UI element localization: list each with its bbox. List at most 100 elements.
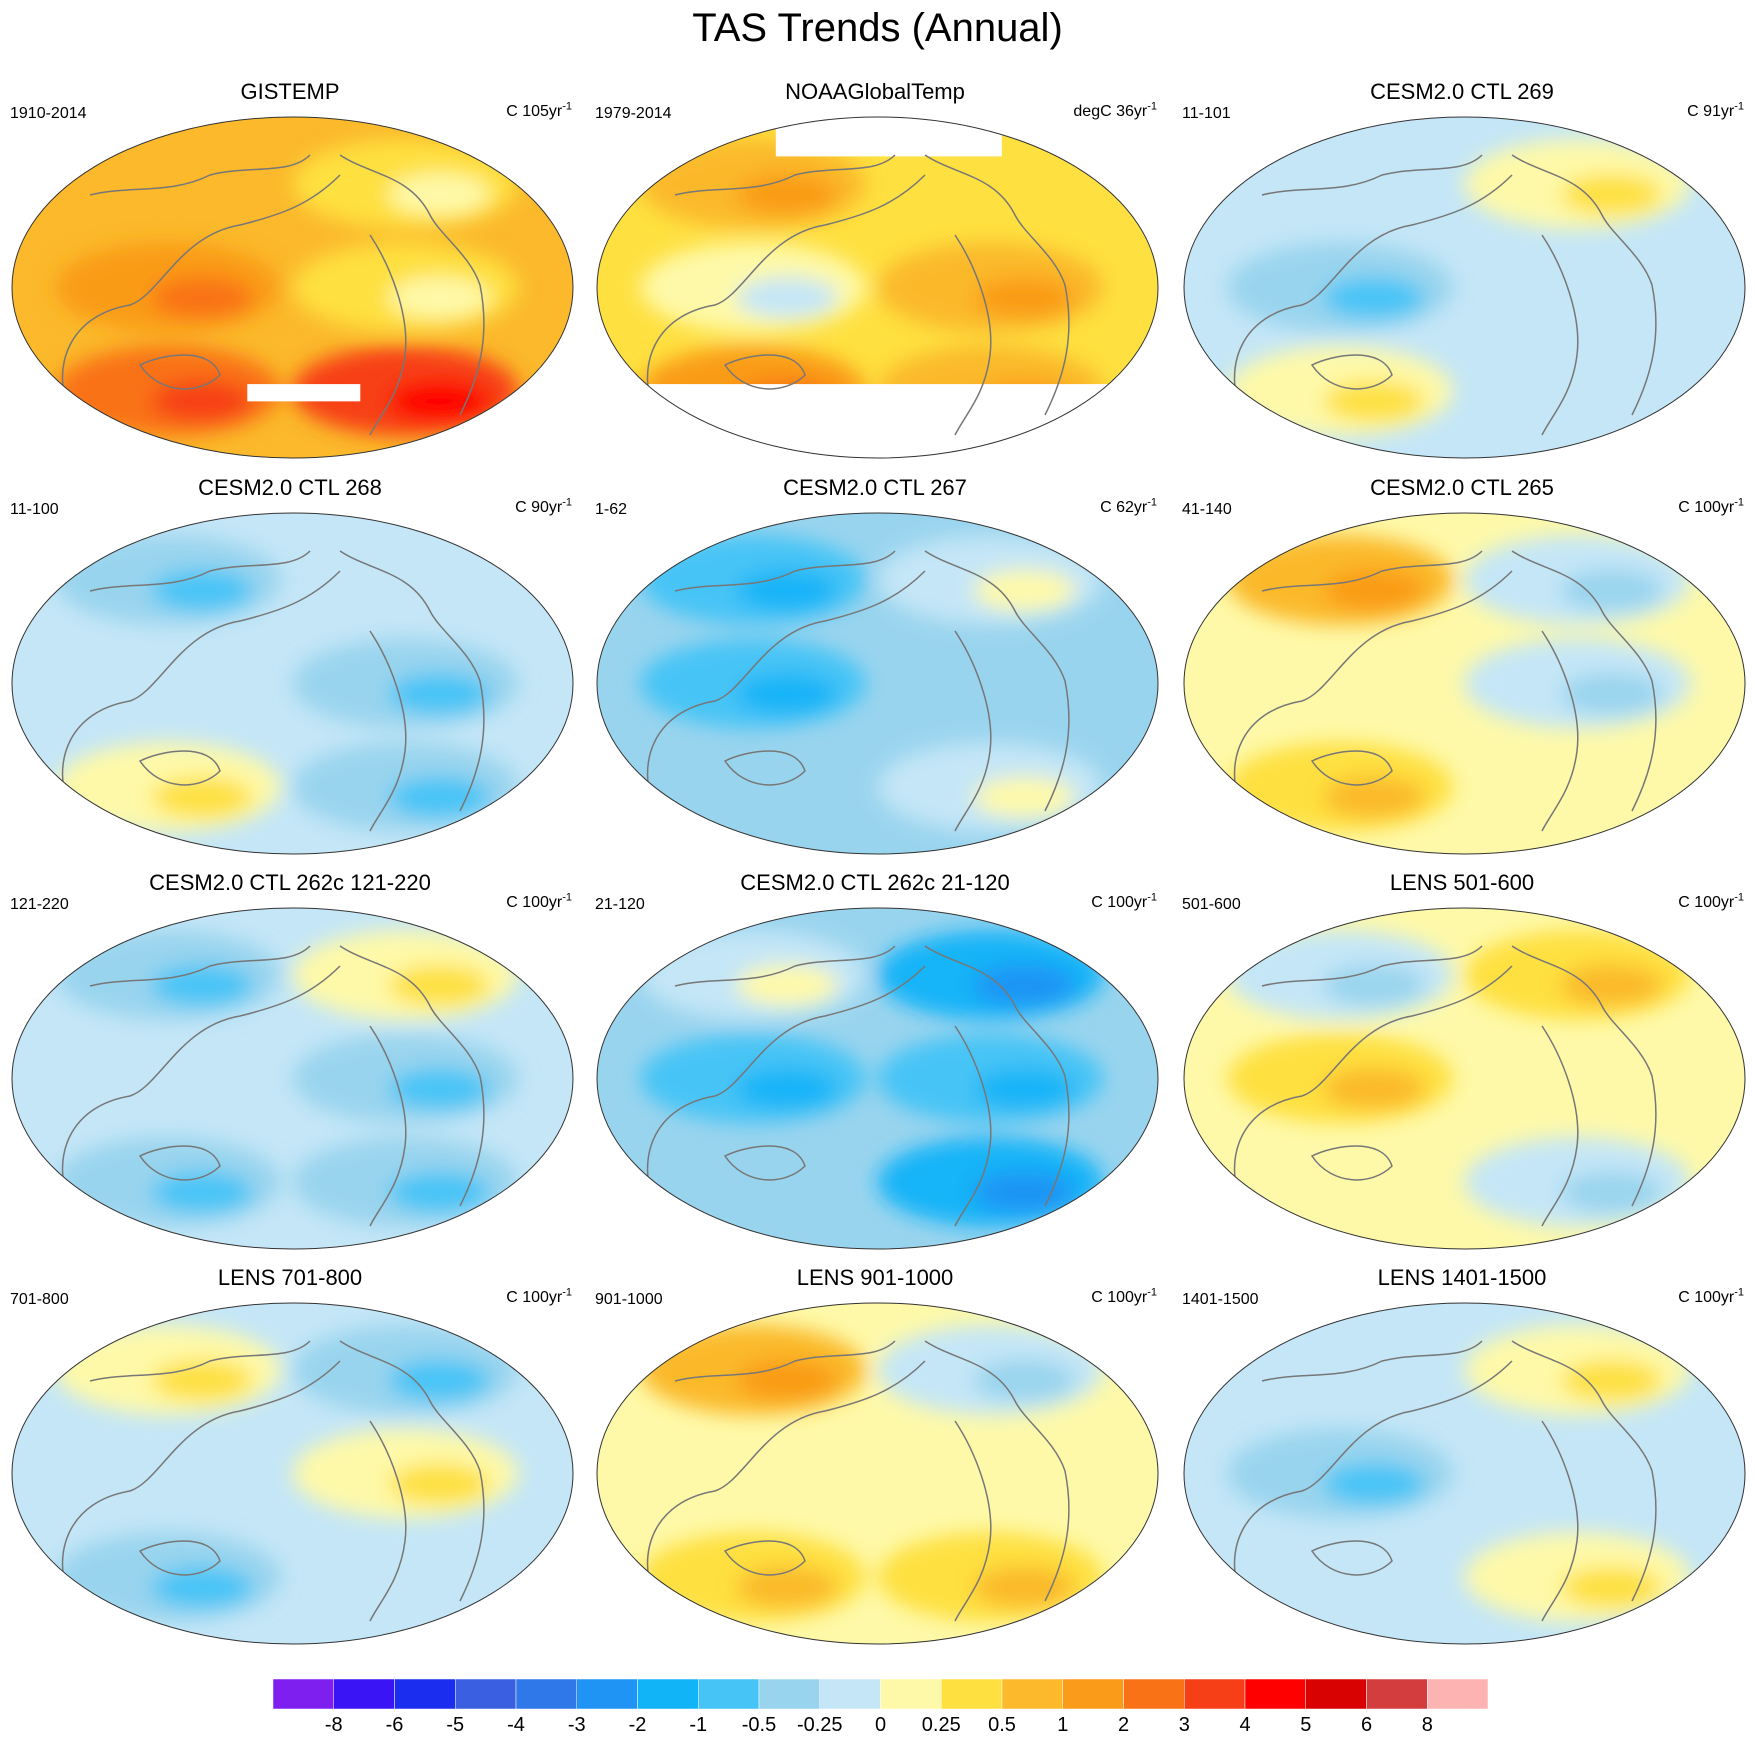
map-panel: LENS 901-1000 901-1000 C 100yr-1 — [585, 1264, 1165, 1659]
coastline — [1310, 1540, 1393, 1576]
map-field — [11, 116, 574, 459]
coastline — [646, 965, 926, 1207]
colorbar-tick-label: 6 — [1360, 1714, 1373, 1736]
panel-units: C 91yr-1 — [1687, 100, 1744, 124]
panel-period: 1401-1500 — [1182, 1291, 1259, 1308]
colorbar-tick-label: -2 — [628, 1714, 647, 1736]
coastline — [1261, 154, 1483, 196]
panel-units-exponent: -1 — [1147, 100, 1157, 113]
coastline — [954, 234, 992, 436]
panel-period: 21-120 — [595, 896, 645, 913]
colorbar-swatch — [1427, 1679, 1488, 1709]
map-panel: GISTEMP 1910-2014 C 105yr-1 — [0, 78, 580, 473]
map-panel: CESM2.0 CTL 265 41-140 C 100yr-1 — [1172, 474, 1752, 869]
trend-anomaly-core — [388, 776, 491, 819]
map-outline — [1183, 907, 1746, 1250]
map-outline — [596, 512, 1159, 855]
colorbar-tick-label: 0.25 — [921, 1714, 961, 1736]
trend-anomaly-core — [388, 277, 491, 319]
trend-anomaly-core — [736, 673, 838, 715]
map-field — [1183, 512, 1746, 855]
colorbar-tick-label: -3 — [567, 1714, 586, 1736]
map-outline — [11, 116, 574, 459]
colorbar-swatch — [1123, 1679, 1185, 1709]
coastline — [1310, 354, 1393, 390]
coastline — [89, 154, 311, 196]
panel-period: 1979-2014 — [595, 105, 672, 122]
map-panel: CESM2.0 CTL 268 11-100 C 90yr-1 — [0, 474, 580, 869]
trend-anomaly-core — [1323, 1068, 1425, 1110]
panel-title: CESM2.0 CTL 269 — [1370, 79, 1554, 104]
panel-units-text: C 100yr — [1091, 1289, 1148, 1306]
coastline — [89, 550, 311, 592]
map-field — [11, 907, 574, 1250]
trend-anomaly-core — [1560, 964, 1663, 1007]
map-field — [1183, 1302, 1746, 1645]
trend-anomaly-core — [736, 1068, 838, 1110]
panel-title: CESM2.0 CTL 267 — [783, 475, 967, 500]
coastline — [924, 1340, 1070, 1602]
trend-field — [597, 908, 1158, 1249]
trend-anomaly-core — [388, 173, 491, 216]
panel-title: CESM2.0 CTL 262c 21-120 — [740, 870, 1010, 895]
trend-field — [1184, 513, 1745, 854]
coastline — [1233, 1360, 1513, 1602]
panel-units-exponent: -1 — [562, 100, 572, 113]
panel-period: 1-62 — [595, 501, 628, 518]
colorbar-swatch — [880, 1679, 942, 1709]
coastline — [339, 550, 485, 812]
panel-units-text: C 100yr — [1678, 894, 1735, 911]
trend-anomaly-core — [1560, 569, 1663, 612]
panel-title: LENS 901-1000 — [796, 1265, 954, 1290]
panel-title: LENS 701-800 — [217, 1265, 363, 1290]
panel-title: CESM2.0 CTL 265 — [1370, 475, 1554, 500]
map-field — [11, 1302, 574, 1645]
trend-anomaly-core — [1323, 964, 1425, 1007]
trend-anomaly-core — [973, 776, 1076, 819]
trend-anomaly-core — [736, 1566, 838, 1609]
colorbar-tick-label: 4 — [1239, 1714, 1251, 1736]
coastline — [1511, 1340, 1657, 1602]
map-outline — [1183, 116, 1746, 459]
panel-period: 701-800 — [10, 1291, 69, 1308]
colorbar-swatch — [637, 1679, 699, 1709]
colorbar-tick-label: 8 — [1421, 1714, 1433, 1736]
map-field — [596, 116, 1159, 459]
colorbar-swatch — [1244, 1679, 1306, 1709]
trend-anomaly-core — [388, 1068, 491, 1110]
coastline — [339, 154, 485, 416]
colorbar-swatch — [1184, 1679, 1246, 1709]
map-outline — [11, 1302, 574, 1645]
panel-units-exponent: -1 — [1147, 891, 1157, 904]
panel-units: C 100yr-1 — [1678, 496, 1744, 520]
panel-units-exponent: -1 — [1734, 496, 1744, 509]
missing-data-area — [597, 384, 1158, 458]
coastline — [1310, 1145, 1393, 1181]
trend-anomaly-core — [388, 1171, 491, 1214]
trend-anomaly-core — [1560, 673, 1663, 715]
coastline — [61, 965, 341, 1207]
coastline — [646, 1360, 926, 1602]
coastline — [646, 174, 926, 416]
map-panel: CESM2.0 CTL 262c 21-120 21-120 C 100yr-1 — [585, 869, 1165, 1264]
coastline — [1541, 1420, 1579, 1622]
colorbar-tick-label: -0.5 — [741, 1714, 777, 1736]
panel-units-exponent: -1 — [562, 891, 572, 904]
trend-field — [597, 513, 1158, 854]
trend-anomaly-core — [388, 1463, 491, 1505]
coastline — [89, 1340, 311, 1382]
trend-anomaly-core — [388, 673, 491, 715]
trend-field — [597, 1303, 1158, 1644]
coastline — [723, 1145, 806, 1181]
colorbar-tick-label: -0.25 — [796, 1714, 843, 1736]
coastline — [924, 945, 1070, 1207]
coastline — [1511, 945, 1657, 1207]
trend-anomaly-core — [973, 277, 1076, 319]
colorbar-tick-label: 1 — [1057, 1714, 1069, 1736]
trend-anomaly-core — [1560, 1171, 1663, 1214]
trend-anomaly-core — [388, 380, 491, 423]
map-field — [1183, 116, 1746, 459]
coastline — [339, 945, 485, 1207]
panel-units-text: C 90yr — [515, 499, 563, 516]
coastline — [369, 234, 407, 436]
